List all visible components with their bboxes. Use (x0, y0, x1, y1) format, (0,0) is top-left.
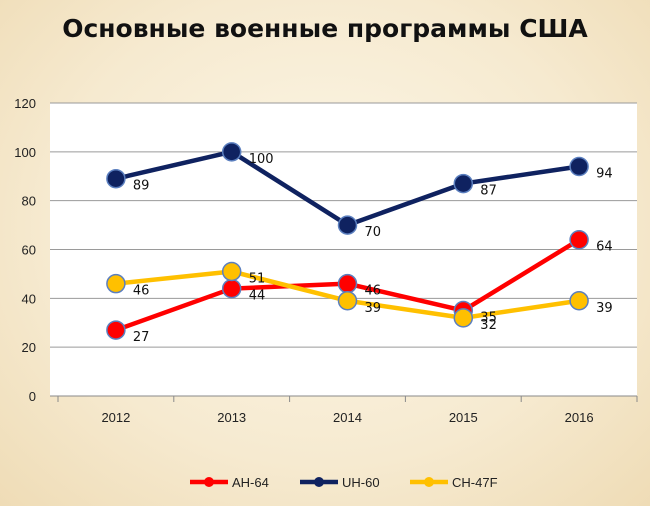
data-label: 87 (480, 184, 497, 199)
data-label: 35 (480, 311, 497, 326)
data-label: 44 (249, 289, 266, 304)
y-tick-label: 20 (22, 340, 36, 355)
data-label: 51 (249, 271, 266, 286)
data-label: 27 (133, 330, 150, 345)
y-tick-label: 80 (22, 194, 36, 209)
series-ch-47f (106, 261, 589, 328)
legend-item-ch-47f: CH-47F (410, 475, 498, 490)
data-label: 32 (480, 318, 497, 333)
data-point (337, 215, 358, 235)
legend-item-ah-64: AH-64 (190, 475, 269, 490)
data-point (106, 273, 126, 294)
chart-title: Основные военные программы США (62, 14, 588, 43)
y-tick-label: 0 (29, 389, 36, 404)
legend-item-uh-60: UH-60 (300, 475, 380, 490)
legend-swatch-marker (314, 477, 324, 487)
data-label: 64 (596, 240, 613, 255)
data-label: 46 (365, 284, 382, 299)
y-tick-label: 100 (14, 145, 36, 160)
legend-swatch-marker (204, 477, 214, 487)
legend-label: UH-60 (342, 475, 380, 490)
legend-swatch-marker (424, 477, 434, 487)
y-tick-label: 40 (22, 291, 36, 306)
data-label: 39 (596, 301, 613, 316)
y-tick-label: 120 (14, 96, 36, 111)
y-tick-label: 60 (22, 243, 36, 258)
data-point (453, 173, 474, 194)
x-tick-label: 2013 (217, 410, 246, 425)
data-label: 89 (133, 179, 150, 194)
data-point (106, 168, 126, 189)
data-point (221, 278, 242, 299)
data-point (569, 291, 589, 311)
data-point (569, 229, 589, 250)
data-point (569, 156, 589, 177)
data-point (106, 320, 126, 340)
series-group: 27 44 46 35 64 89 100 70 87 94 46 51 39 32 39 (106, 142, 613, 345)
data-label: 46 (133, 284, 150, 299)
x-tick-label: 2012 (101, 410, 130, 425)
data-label: 70 (365, 225, 382, 240)
legend: AH-64 UH-60 CH-47F (190, 475, 498, 490)
series-uh-60 (106, 142, 589, 235)
data-label: 39 (365, 301, 382, 316)
x-tick-label: 2015 (449, 410, 478, 425)
x-axis-ticks: 2012 2013 2014 2015 2016 (57, 396, 638, 425)
data-point (221, 142, 242, 162)
data-point (337, 291, 358, 311)
y-axis-ticks: 0 20 40 60 80 100 120 (14, 96, 36, 404)
x-tick-label: 2016 (565, 410, 594, 425)
legend-label: CH-47F (452, 475, 498, 490)
data-point (337, 273, 358, 294)
data-point (221, 261, 242, 282)
x-tick-label: 2014 (333, 410, 362, 425)
data-label: 94 (596, 166, 613, 181)
data-point (453, 308, 474, 328)
data-label: 100 (249, 152, 274, 167)
legend-label: AH-64 (232, 475, 269, 490)
